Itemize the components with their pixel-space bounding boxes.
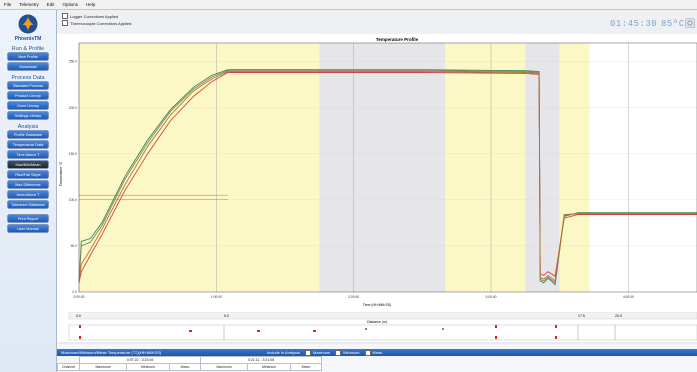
time-readout: 01:45:30 [610, 19, 658, 29]
time-above-t-button[interactable]: Time Above T [8, 151, 48, 158]
brand-name: PhoenixTM [14, 36, 42, 42]
phoenix-logo-icon [18, 14, 38, 34]
minimum-option-label: Minimum [343, 350, 360, 355]
y-tick-label: 0.0 [72, 290, 77, 294]
x-tick-label: 2:00:00 [348, 295, 359, 299]
area-above-t-button[interactable]: Area Above T [8, 191, 48, 198]
zone-band [525, 43, 560, 292]
distance-tick: 0.0 [76, 314, 81, 318]
x-tick-label: 4:00:00 [623, 295, 634, 299]
zone-band [319, 43, 446, 292]
checkbox-box[interactable] [62, 20, 68, 26]
stats-header: Maximum/Minimum/Mean Temperature (°C)(HH… [57, 349, 697, 356]
section-run-profile: Run & Profile [11, 46, 45, 52]
x-tick-label: 3:00:00 [486, 295, 497, 299]
distance-track[interactable]: 0.0 5.0 17.5 20.0 Distance (m) [57, 311, 697, 342]
zone-band [79, 43, 320, 292]
maximum-checkbox[interactable] [304, 349, 311, 356]
profile-database-button[interactable]: Profile Database [8, 131, 48, 138]
checkbox-box[interactable] [62, 13, 68, 19]
menu-edit[interactable]: Edit [46, 2, 55, 7]
include-analysis-label: Include in Analysis [267, 350, 300, 355]
settings-icon[interactable] [685, 18, 695, 28]
product-library-button[interactable]: Product Library [8, 92, 48, 99]
max-difference-button[interactable]: Max Difference [8, 181, 48, 188]
minimum-checkbox[interactable] [335, 349, 342, 356]
temperature-readout: 85ºC [661, 19, 685, 29]
zone-band [445, 43, 526, 292]
thermocouple-corrections-checkbox[interactable]: Thermocouple Corrections Applied [62, 20, 131, 26]
column-header: Maximum [200, 363, 249, 371]
series-line [78, 70, 697, 283]
settings-library-button[interactable]: Settings Library [8, 112, 48, 119]
tolerance-database-button[interactable]: Tolerance Database [8, 201, 48, 208]
temperature-data-button[interactable]: Temperature Data [8, 141, 48, 148]
row-label-cell: Channel [56, 363, 81, 371]
temperature-chart-panel: 0.0 50.0 100.0 150.0 200.0 250.0 0:00:00 1:00:0… [57, 34, 697, 312]
y-tick-label: 100.0 [69, 198, 77, 202]
distance-tick: 5.0 [224, 314, 229, 318]
max-min-mean-button[interactable]: Max/Min/Mean [8, 161, 48, 168]
rise-fall-slope-button[interactable]: Rise/Fall Slope [8, 171, 48, 178]
menu-telemetry[interactable]: Telemetry [19, 2, 39, 7]
series-line [78, 69, 697, 286]
stats-table: 0:07:22 - 3:23:45 0:21:11 - 3:21:08 Chan… [56, 356, 323, 371]
column-header: Mean [169, 363, 202, 371]
stats-title: Maximum/Minimum/Mean Temperature (°C)(HH… [61, 350, 162, 355]
mean-checkbox[interactable] [364, 349, 371, 356]
x-tick-label: 0:00:00 [74, 295, 85, 299]
series-line [78, 71, 697, 284]
menu-bar: File Telemetry Edit Options Help [0, 0, 697, 10]
series-line [78, 72, 697, 283]
section-process-data: Process Data [11, 75, 45, 81]
plot-frame [78, 42, 697, 293]
period2-cell: 0:21:11 - 3:21:08 [200, 356, 323, 364]
column-header: Maximum [79, 363, 128, 371]
temperature-chart[interactable]: 0.0 50.0 100.0 150.0 200.0 250.0 0:00:00 1:00:0… [57, 34, 697, 312]
period1-cell: 0:07:22 - 3:23:45 [79, 356, 202, 364]
new-profile-button[interactable]: New Profile [8, 53, 48, 60]
menu-help[interactable]: Help [86, 2, 96, 7]
table-row: Channel Maximum Minimum Mean Maximum Min… [56, 363, 323, 371]
column-header: Mean [290, 363, 323, 371]
thermocouple-corrections-label: Thermocouple Corrections Applied [70, 20, 132, 26]
standard-process-button[interactable]: Standard Process [8, 82, 48, 89]
download-button[interactable]: Download [8, 63, 48, 70]
column-header: Minimum [247, 363, 292, 371]
x-axis-label: Time (HH:MM:SS) [363, 303, 391, 307]
maximum-option-label: Maximum [312, 350, 331, 355]
sidebar: PhoenixTM Run & Profile New Profile Down… [0, 10, 57, 372]
zone-band [589, 43, 697, 292]
zone-band [559, 43, 590, 292]
distance-markers [79, 325, 557, 339]
y-tick-label: 250.0 [69, 60, 77, 64]
y-tick-label: 50.0 [71, 244, 78, 248]
logger-corrections-checkbox[interactable]: Logger Corrections Applied [62, 13, 118, 19]
print-report-button[interactable]: Print Report [8, 215, 48, 222]
menu-options[interactable]: Options [62, 2, 79, 7]
mean-option-label: Mean [372, 350, 383, 355]
distance-tick: 20.0 [615, 314, 622, 318]
stats-panel: Maximum/Minimum/Mean Temperature (°C)(HH… [56, 344, 697, 372]
oven-library-button[interactable]: Oven Library [8, 102, 48, 109]
column-header: Minimum [126, 363, 171, 371]
table-row: 0:07:22 - 3:23:45 0:21:11 - 3:21:08 [58, 356, 323, 364]
distance-axis-label: Distance (m) [367, 320, 387, 324]
section-analysis: Analysis [17, 124, 39, 130]
toolbar: Logger Corrections Applied Thermocouple … [57, 10, 697, 34]
y-axis-label: Temperature °C [59, 161, 63, 186]
distance-tick: 17.5 [578, 314, 585, 318]
chart-title: Temperature Profile [376, 37, 419, 42]
distance-strip: 0.0 5.0 17.5 20.0 Distance (m) [57, 311, 697, 342]
y-tick-label: 200.0 [69, 106, 77, 110]
user-manual-button[interactable]: User Manual [8, 225, 48, 232]
x-tick-label: 1:00:00 [211, 295, 222, 299]
menu-file[interactable]: File [4, 2, 12, 7]
y-tick-label: 150.0 [69, 152, 77, 156]
logger-corrections-label: Logger Corrections Applied [70, 13, 119, 19]
